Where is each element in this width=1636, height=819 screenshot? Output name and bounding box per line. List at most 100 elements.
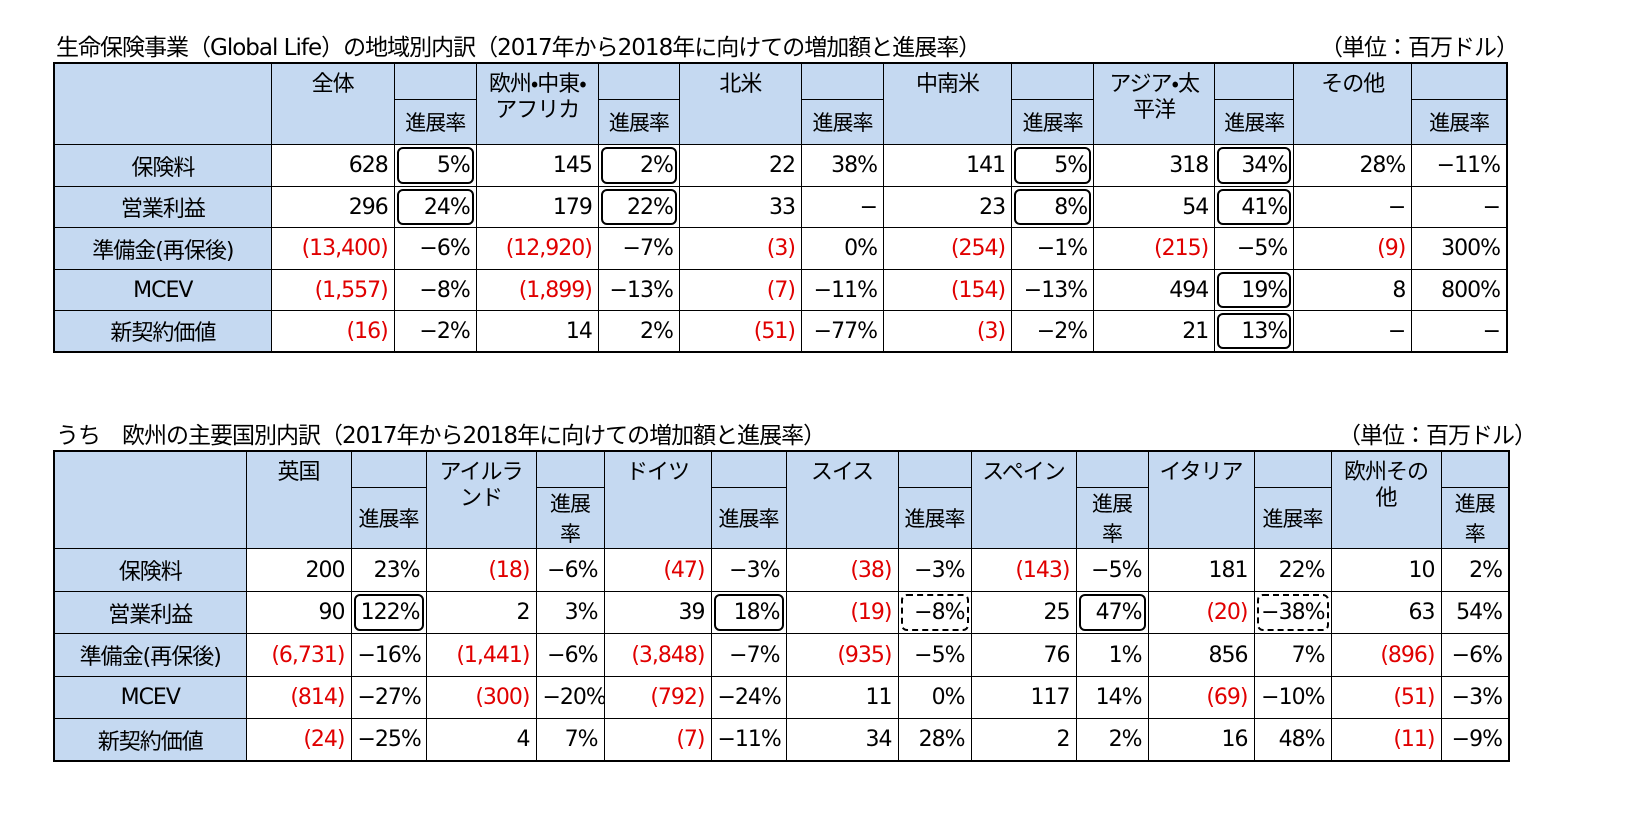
value-cell: 296	[270, 185, 395, 229]
value-cell: 19%	[1214, 268, 1295, 312]
corner-cell	[53, 62, 272, 146]
value-cell: 22%	[1253, 548, 1332, 592]
header-blank	[1440, 450, 1510, 488]
value-cell: 63	[1330, 590, 1442, 635]
value-cell: 2%	[1440, 548, 1510, 592]
data-row: MCEV (1,557) −8% (1,899) −13% (7) −11% (154) −13…	[53, 268, 1508, 312]
value-cell: 2	[970, 718, 1077, 762]
rate-header: 進展率	[535, 487, 605, 550]
value-cell: 13%	[1214, 310, 1295, 353]
value-cell: (1,557)	[270, 268, 395, 312]
group-header: ドイツ	[603, 450, 712, 550]
value-cell: 76	[970, 633, 1077, 677]
data-row: 準備金(再保後) (6,731) −16% (1,441) −6% (3,848) −7%(…	[53, 633, 1510, 677]
table2: 英国 アイルランド ドイツ スイス スペイン イタリア 欧州その他 進展率 進展率 進展率 進展率進…	[53, 450, 1510, 763]
value-cell: (12,920)	[475, 227, 599, 270]
value-cell: −3%	[710, 548, 787, 592]
group-header: 中南米	[883, 62, 1013, 146]
highlight-box	[600, 147, 677, 184]
rate-header: 進展率	[350, 487, 427, 550]
value-cell: 18%	[710, 590, 787, 635]
value-cell: −11%	[800, 268, 885, 312]
value-cell: −2%	[1011, 310, 1095, 353]
value-cell: 5%	[393, 144, 477, 187]
value-cell: 2%	[597, 310, 680, 353]
value-cell: (51)	[1330, 675, 1442, 720]
value-cell: −6%	[1440, 633, 1510, 677]
value-cell: −5%	[897, 633, 972, 677]
row-label: 営業利益	[53, 590, 247, 635]
value-cell: (6,731)	[245, 633, 352, 677]
highlight-box	[713, 593, 784, 632]
highlight-box	[396, 188, 474, 226]
value-cell: 122%	[350, 590, 427, 635]
highlight-box	[1014, 147, 1092, 184]
data-row: 新契約価値 (24) −25% 4 7% (7) −11% 34 28% 2 2% 16 48% (11)…	[53, 718, 1510, 762]
table1: 全体 欧州・中東・アフリカ 北米 中南米 アジア・太平洋 その他 進展率 進展率 進展率 進展率進…	[53, 62, 1508, 354]
value-cell: 54%	[1440, 590, 1510, 635]
value-cell: −27%	[350, 675, 427, 720]
value-cell: 48%	[1253, 718, 1332, 762]
value-cell: (215)	[1093, 227, 1216, 270]
value-cell: 318	[1093, 144, 1216, 187]
value-cell: (896)	[1330, 633, 1442, 677]
group-header: 欧州その他	[1330, 450, 1442, 550]
table1-unit: （単位：百万ドル）	[1320, 35, 1519, 61]
value-cell: (47)	[603, 548, 712, 592]
value-cell: 5%	[1011, 144, 1095, 187]
value-cell: −5%	[1214, 227, 1295, 270]
rate-header: 進展率	[800, 99, 885, 146]
value-cell: (11)	[1330, 718, 1442, 762]
group-header: 全体	[270, 62, 395, 146]
row-label: MCEV	[53, 268, 272, 312]
rate-header: 進展率	[1253, 487, 1332, 550]
value-cell: (3,848)	[603, 633, 712, 677]
rate-header: 進展率	[1075, 487, 1149, 550]
value-cell: 1%	[1075, 633, 1149, 677]
header-blank	[897, 450, 972, 488]
value-cell: 33	[678, 185, 802, 229]
value-cell: (1,441)	[425, 633, 537, 677]
value-cell: −13%	[1011, 268, 1095, 312]
value-cell: 34	[785, 718, 899, 762]
row-label: 営業利益	[53, 185, 272, 229]
value-cell: −11%	[1411, 144, 1508, 187]
value-cell: 14%	[1075, 675, 1149, 720]
header-blank	[1214, 62, 1295, 100]
value-cell: −5%	[1075, 548, 1149, 592]
group-header: アイルランド	[425, 450, 537, 550]
data-row: 新契約価値 (16) −2% 14 2% (51) −77% (3) −2% 21 13% − −	[53, 310, 1508, 353]
value-cell: −9%	[1440, 718, 1510, 762]
row-label: 新契約価値	[53, 310, 272, 353]
value-cell: (935)	[785, 633, 899, 677]
row-label: 新契約価値	[53, 718, 247, 762]
row-label: 準備金(再保後)	[53, 633, 247, 677]
value-cell: 3%	[535, 590, 605, 635]
highlight-box	[1217, 147, 1292, 184]
value-cell: (13,400)	[270, 227, 395, 270]
header-blank	[535, 450, 605, 488]
value-cell: 800%	[1411, 268, 1508, 312]
row-label: 保険料	[53, 548, 247, 592]
value-cell: 34%	[1214, 144, 1295, 187]
value-cell: −24%	[710, 675, 787, 720]
value-cell: −6%	[535, 633, 605, 677]
value-cell: 8	[1293, 268, 1413, 312]
value-cell: 141	[883, 144, 1013, 187]
value-cell: 39	[603, 590, 712, 635]
value-cell: (16)	[270, 310, 395, 353]
header-row: 進展率 進展率 進展率 進展率 進展率 進展率 進展率	[54, 487, 1510, 550]
value-cell: 2%	[1075, 718, 1149, 762]
value-cell: (300)	[425, 675, 537, 720]
value-cell: 23	[883, 185, 1013, 229]
corner-cell	[53, 450, 247, 550]
rate-header: 進展率	[1411, 99, 1508, 146]
value-cell: (1,899)	[475, 268, 599, 312]
value-cell: (254)	[883, 227, 1013, 270]
group-header: 英国	[245, 450, 352, 550]
header-blank	[710, 450, 787, 488]
value-cell: 7%	[1253, 633, 1332, 677]
value-cell: (3)	[678, 227, 802, 270]
